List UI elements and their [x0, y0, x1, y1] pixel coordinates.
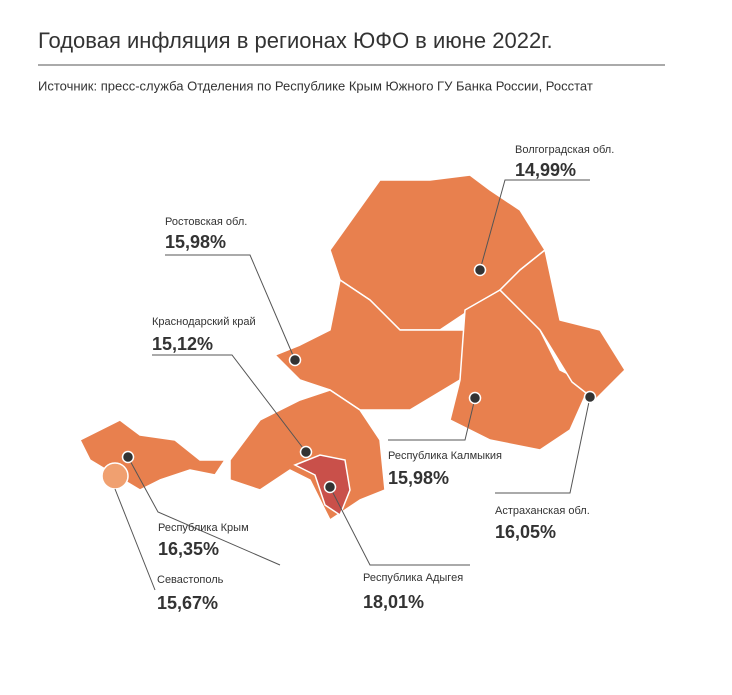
- region-name: Волгоградская обл.: [515, 144, 614, 156]
- region-name: Астраханская обл.: [495, 505, 590, 517]
- title: Годовая инфляция в регионах ЮФО в июне 2…: [38, 28, 553, 53]
- region-value: 14,99%: [515, 160, 576, 180]
- region-value: 15,67%: [157, 593, 218, 613]
- leader-line: [329, 486, 470, 566]
- dots: [121, 263, 597, 494]
- labels: Волгоградская обл. 14,99% Ростовская обл…: [152, 144, 614, 613]
- leader-line: [114, 488, 156, 591]
- dot: [583, 390, 597, 404]
- region-name: Республика Адыгея: [363, 572, 463, 584]
- leader-line: [479, 179, 590, 271]
- dot: [288, 353, 302, 367]
- dot: [323, 480, 337, 494]
- region-name: Ростовская обл.: [165, 216, 247, 228]
- leader-line: [127, 456, 281, 566]
- region-value: 18,01%: [363, 592, 424, 612]
- leader-line: [152, 354, 307, 453]
- leader-line: [165, 254, 296, 361]
- leader-line: [388, 397, 476, 441]
- dot: [299, 445, 313, 459]
- region-value: 15,12%: [152, 334, 213, 354]
- region-value: 16,05%: [495, 522, 556, 542]
- leaders: [114, 179, 591, 591]
- dot: [121, 450, 135, 464]
- region-sevastopol: [101, 462, 129, 490]
- dot: [468, 391, 482, 405]
- region-name: Республика Крым: [158, 522, 249, 534]
- leader-line: [495, 396, 591, 494]
- region-astrakhan: [499, 249, 626, 401]
- region-name: Краснодарский край: [152, 316, 256, 328]
- region-value: 15,98%: [165, 232, 226, 252]
- source: Источник: пресс-служба Отделения по Респ…: [38, 78, 593, 93]
- region-name: Республика Калмыкия: [388, 450, 502, 462]
- region-value: 15,98%: [388, 468, 449, 488]
- region-name: Севастополь: [157, 574, 224, 586]
- dot: [473, 263, 487, 277]
- region-value: 16,35%: [158, 539, 219, 559]
